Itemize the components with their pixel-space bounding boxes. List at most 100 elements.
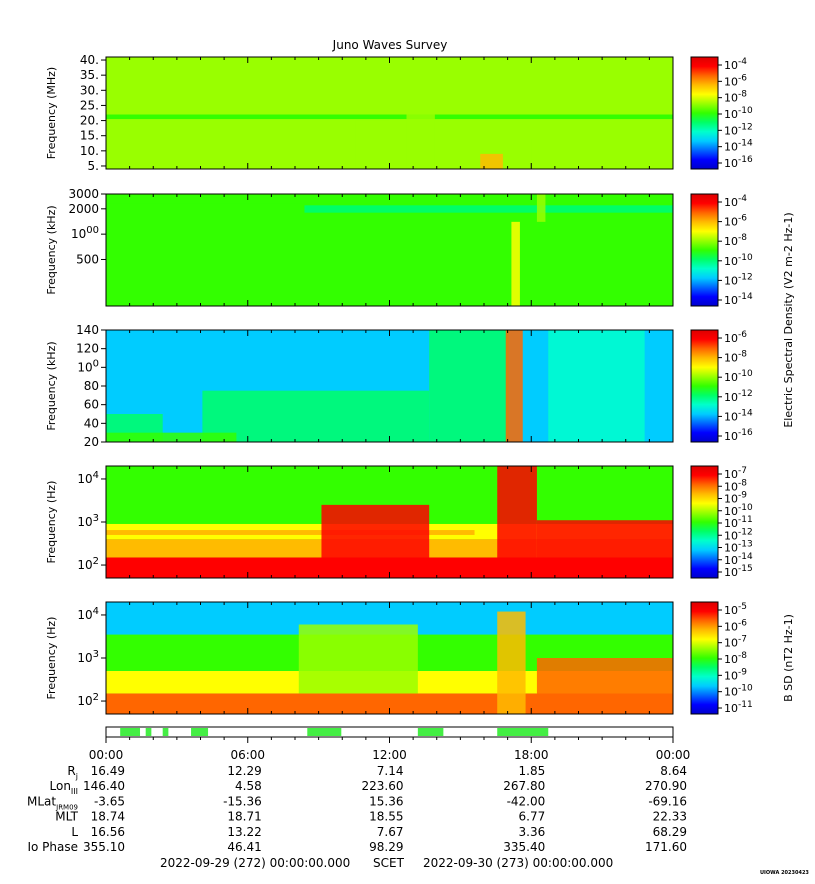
activity-segment bbox=[307, 728, 342, 736]
colorbar-tick-label: 10-9 bbox=[724, 667, 747, 682]
ephemeris-value: 6.77 bbox=[519, 810, 546, 824]
colorbar-tick-label: 10-14 bbox=[724, 139, 753, 154]
y-tick-label: 500 bbox=[76, 252, 99, 266]
ephemeris-table: 00:00 06:00 12:00 18:00 00:00 Rj 16.49 12.29 7.1… bbox=[27, 748, 690, 854]
colorbar-tick-label: 10-6 bbox=[724, 330, 747, 345]
ephemeris-value: 223.60 bbox=[362, 779, 404, 793]
ephemeris-row-label: L bbox=[71, 825, 78, 839]
spectral-event-0 bbox=[511, 221, 520, 306]
colorbar-tick-label: 10-7 bbox=[724, 635, 747, 650]
colorbar-tick-label: 10-12 bbox=[724, 272, 753, 287]
spectral-event-2 bbox=[406, 114, 435, 169]
y-tick-label: 40 bbox=[84, 416, 99, 430]
ephemeris-row-label: Io Phase bbox=[27, 840, 78, 854]
y-tick-label: 20. bbox=[80, 114, 99, 128]
activity-segment bbox=[497, 728, 549, 736]
y-tick-label: 140 bbox=[76, 323, 99, 337]
ephemeris-value: 13.22 bbox=[227, 825, 261, 839]
y-tick-label: 20 bbox=[84, 435, 99, 449]
spectral-event-1 bbox=[536, 194, 546, 222]
colorbar-tick-label: 10-12 bbox=[724, 527, 753, 542]
colorbar-gradient bbox=[690, 56, 719, 170]
ephemeris-value: 22.33 bbox=[653, 810, 687, 824]
ephemeris-row-label: LonIII bbox=[50, 779, 79, 796]
spectrogram-panels: 5.10.15.20. 25.30.35.40. Frequency (MHz) 10… bbox=[45, 53, 795, 715]
spectral-event-1 bbox=[202, 390, 430, 442]
y-tick-label: 10. bbox=[80, 144, 99, 158]
colorbar-tick-label: 10-9 bbox=[724, 491, 747, 506]
colorbar-tick-label: 10-8 bbox=[724, 350, 747, 365]
colorbar-tick-label: 10-6 bbox=[724, 214, 747, 229]
spectral-event-2 bbox=[536, 520, 673, 578]
colorbar-tick-label: 10-10 bbox=[724, 106, 753, 121]
y-axis-label: Frequency (Hz) bbox=[45, 481, 58, 564]
y-tick-label: 103 bbox=[77, 513, 99, 529]
ephemeris-value: 267.80 bbox=[503, 779, 545, 793]
footer-scet: SCET bbox=[373, 856, 405, 870]
spectral-event-3 bbox=[505, 330, 523, 442]
colorbar-tick-label: 10-11 bbox=[724, 700, 753, 715]
spectral-event-0 bbox=[321, 504, 430, 578]
spectral-event-3 bbox=[531, 138, 554, 169]
figure-title: Juno Waves Survey bbox=[332, 38, 448, 52]
colorbar-tick-label: 10-8 bbox=[724, 651, 747, 666]
colorbar-lfr-high: 10-6 10-8 10-10 10-12 10-14 10-16 bbox=[690, 329, 753, 443]
time-label: 00:00 bbox=[89, 748, 124, 762]
spectral-band-0 bbox=[106, 114, 673, 120]
colorbar-gradient bbox=[690, 329, 719, 443]
ephemeris-value: 7.14 bbox=[377, 764, 404, 778]
colorbar-tick-label: 10-4 bbox=[724, 57, 747, 72]
ephemeris-value: 146.40 bbox=[83, 779, 125, 793]
colorbar-tick-label: 10-16 bbox=[724, 428, 753, 443]
activity-bar bbox=[105, 726, 674, 743]
activity-segment bbox=[145, 728, 152, 736]
ephemeris-value: 1.85 bbox=[519, 764, 546, 778]
spectrogram-image bbox=[106, 466, 673, 578]
colorbar-gradient bbox=[690, 601, 719, 715]
colorbar-tick-label: 10-6 bbox=[724, 618, 747, 633]
ephemeris-value: -3.65 bbox=[94, 794, 125, 808]
ephemeris-value: 98.29 bbox=[369, 840, 403, 854]
y-tick-label: 104 bbox=[77, 470, 99, 486]
ephemeris-value: -69.16 bbox=[648, 794, 687, 808]
ephemeris-value: 18.55 bbox=[369, 810, 403, 824]
ephemeris-value: -15.36 bbox=[223, 794, 262, 808]
colorbar-tick-label: 10-8 bbox=[724, 233, 747, 248]
spectral-event-2 bbox=[429, 330, 509, 442]
ephemeris-value: 68.29 bbox=[653, 825, 687, 839]
colorbar-tick-label: 10-7 bbox=[724, 466, 747, 481]
colorbar-tick-label: 10-10 bbox=[724, 369, 753, 384]
spectrogram-image bbox=[106, 194, 673, 306]
ephemeris-value: -42.00 bbox=[507, 794, 546, 808]
spectrogram-panel-lfr-high: 20 40 60 80 100 120 140 Frequency (kHz) 10-6 10-8… bbox=[45, 323, 753, 449]
ephemeris-value: 3.36 bbox=[519, 825, 546, 839]
y-tick-label: 104 bbox=[77, 606, 99, 622]
magnetic-colorbar-label: B SD (nT2 Hz-1) bbox=[782, 614, 795, 702]
spectrogram-image bbox=[106, 57, 673, 169]
activity-segment bbox=[191, 728, 209, 736]
colorbar-tick-label: 10-15 bbox=[724, 564, 753, 579]
ephemeris-value: 7.67 bbox=[377, 825, 404, 839]
y-tick-label: 25. bbox=[80, 98, 99, 112]
colorbar-tick-label: 10-10 bbox=[724, 503, 753, 518]
colorbar-tick-label: 10-11 bbox=[724, 515, 753, 530]
y-tick-label: 103 bbox=[77, 649, 99, 665]
colorbar-tick-label: 10-8 bbox=[724, 90, 747, 105]
ephemeris-value: 8.64 bbox=[660, 764, 687, 778]
footer-credit: UIOWA 20230423 bbox=[760, 870, 809, 876]
spectrogram-panel-lfr-low: 102 103 104 Frequency (Hz) 10-710-810-910-10… bbox=[45, 465, 753, 579]
y-axis-label: Frequency (kHz) bbox=[45, 205, 58, 294]
spectral-event-1 bbox=[355, 120, 390, 169]
spectral-event-1 bbox=[497, 611, 526, 714]
ephemeris-value: 335.40 bbox=[503, 840, 545, 854]
activity-segment bbox=[162, 728, 169, 736]
y-tick-label: 2000 bbox=[68, 202, 99, 216]
ephemeris-value: 12.29 bbox=[227, 764, 261, 778]
y-axis-label: Frequency (Hz) bbox=[45, 617, 58, 700]
ephemeris-value: 4.58 bbox=[235, 779, 262, 793]
y-tick-label: 40. bbox=[80, 53, 99, 67]
colorbar-tick-label: 10-10 bbox=[724, 253, 753, 268]
ephemeris-value: 18.71 bbox=[227, 810, 261, 824]
